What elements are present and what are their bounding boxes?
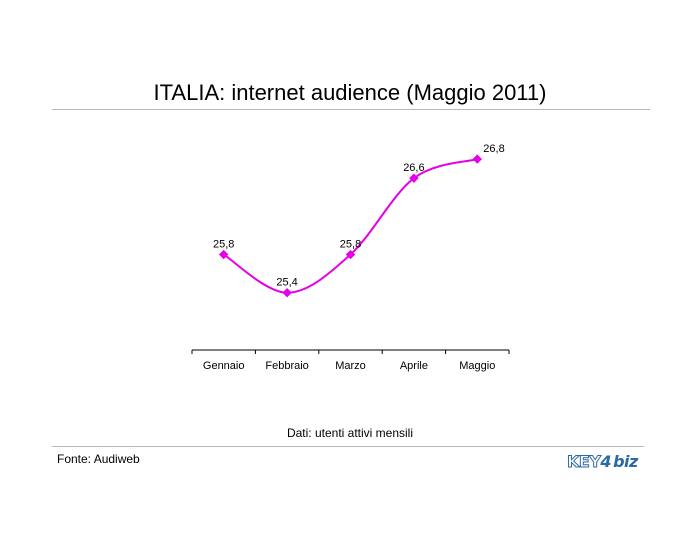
data-point-marker bbox=[409, 173, 419, 183]
data-point-marker bbox=[218, 249, 229, 260]
x-tick-label: Marzo bbox=[335, 360, 366, 372]
x-tick-label: Febbraio bbox=[265, 360, 308, 372]
data-label: 26,6 bbox=[403, 162, 424, 174]
data-point-marker bbox=[345, 249, 356, 260]
x-tick-label: Aprile bbox=[400, 360, 428, 372]
data-label: 25,4 bbox=[276, 277, 297, 289]
data-label: 25,8 bbox=[213, 239, 234, 251]
data-point-marker bbox=[472, 154, 483, 164]
chart-subtitle: Dati: utenti attivi mensili bbox=[286, 426, 414, 440]
footer-divider bbox=[52, 446, 644, 447]
x-tick-label: Maggio bbox=[459, 360, 495, 372]
source-note: Fonte: Audiweb bbox=[57, 452, 140, 466]
series-line bbox=[223, 158, 478, 294]
x-tick-label: Gennaio bbox=[203, 360, 245, 372]
data-point-marker bbox=[282, 288, 292, 298]
data-label: 26,8 bbox=[483, 143, 504, 155]
key4biz-logo: KEY4 biz bbox=[566, 452, 638, 472]
title-divider bbox=[52, 109, 650, 110]
data-label: 25,8 bbox=[340, 239, 361, 251]
page-title: ITALIA: internet audience (Maggio 2011) bbox=[153, 80, 547, 105]
